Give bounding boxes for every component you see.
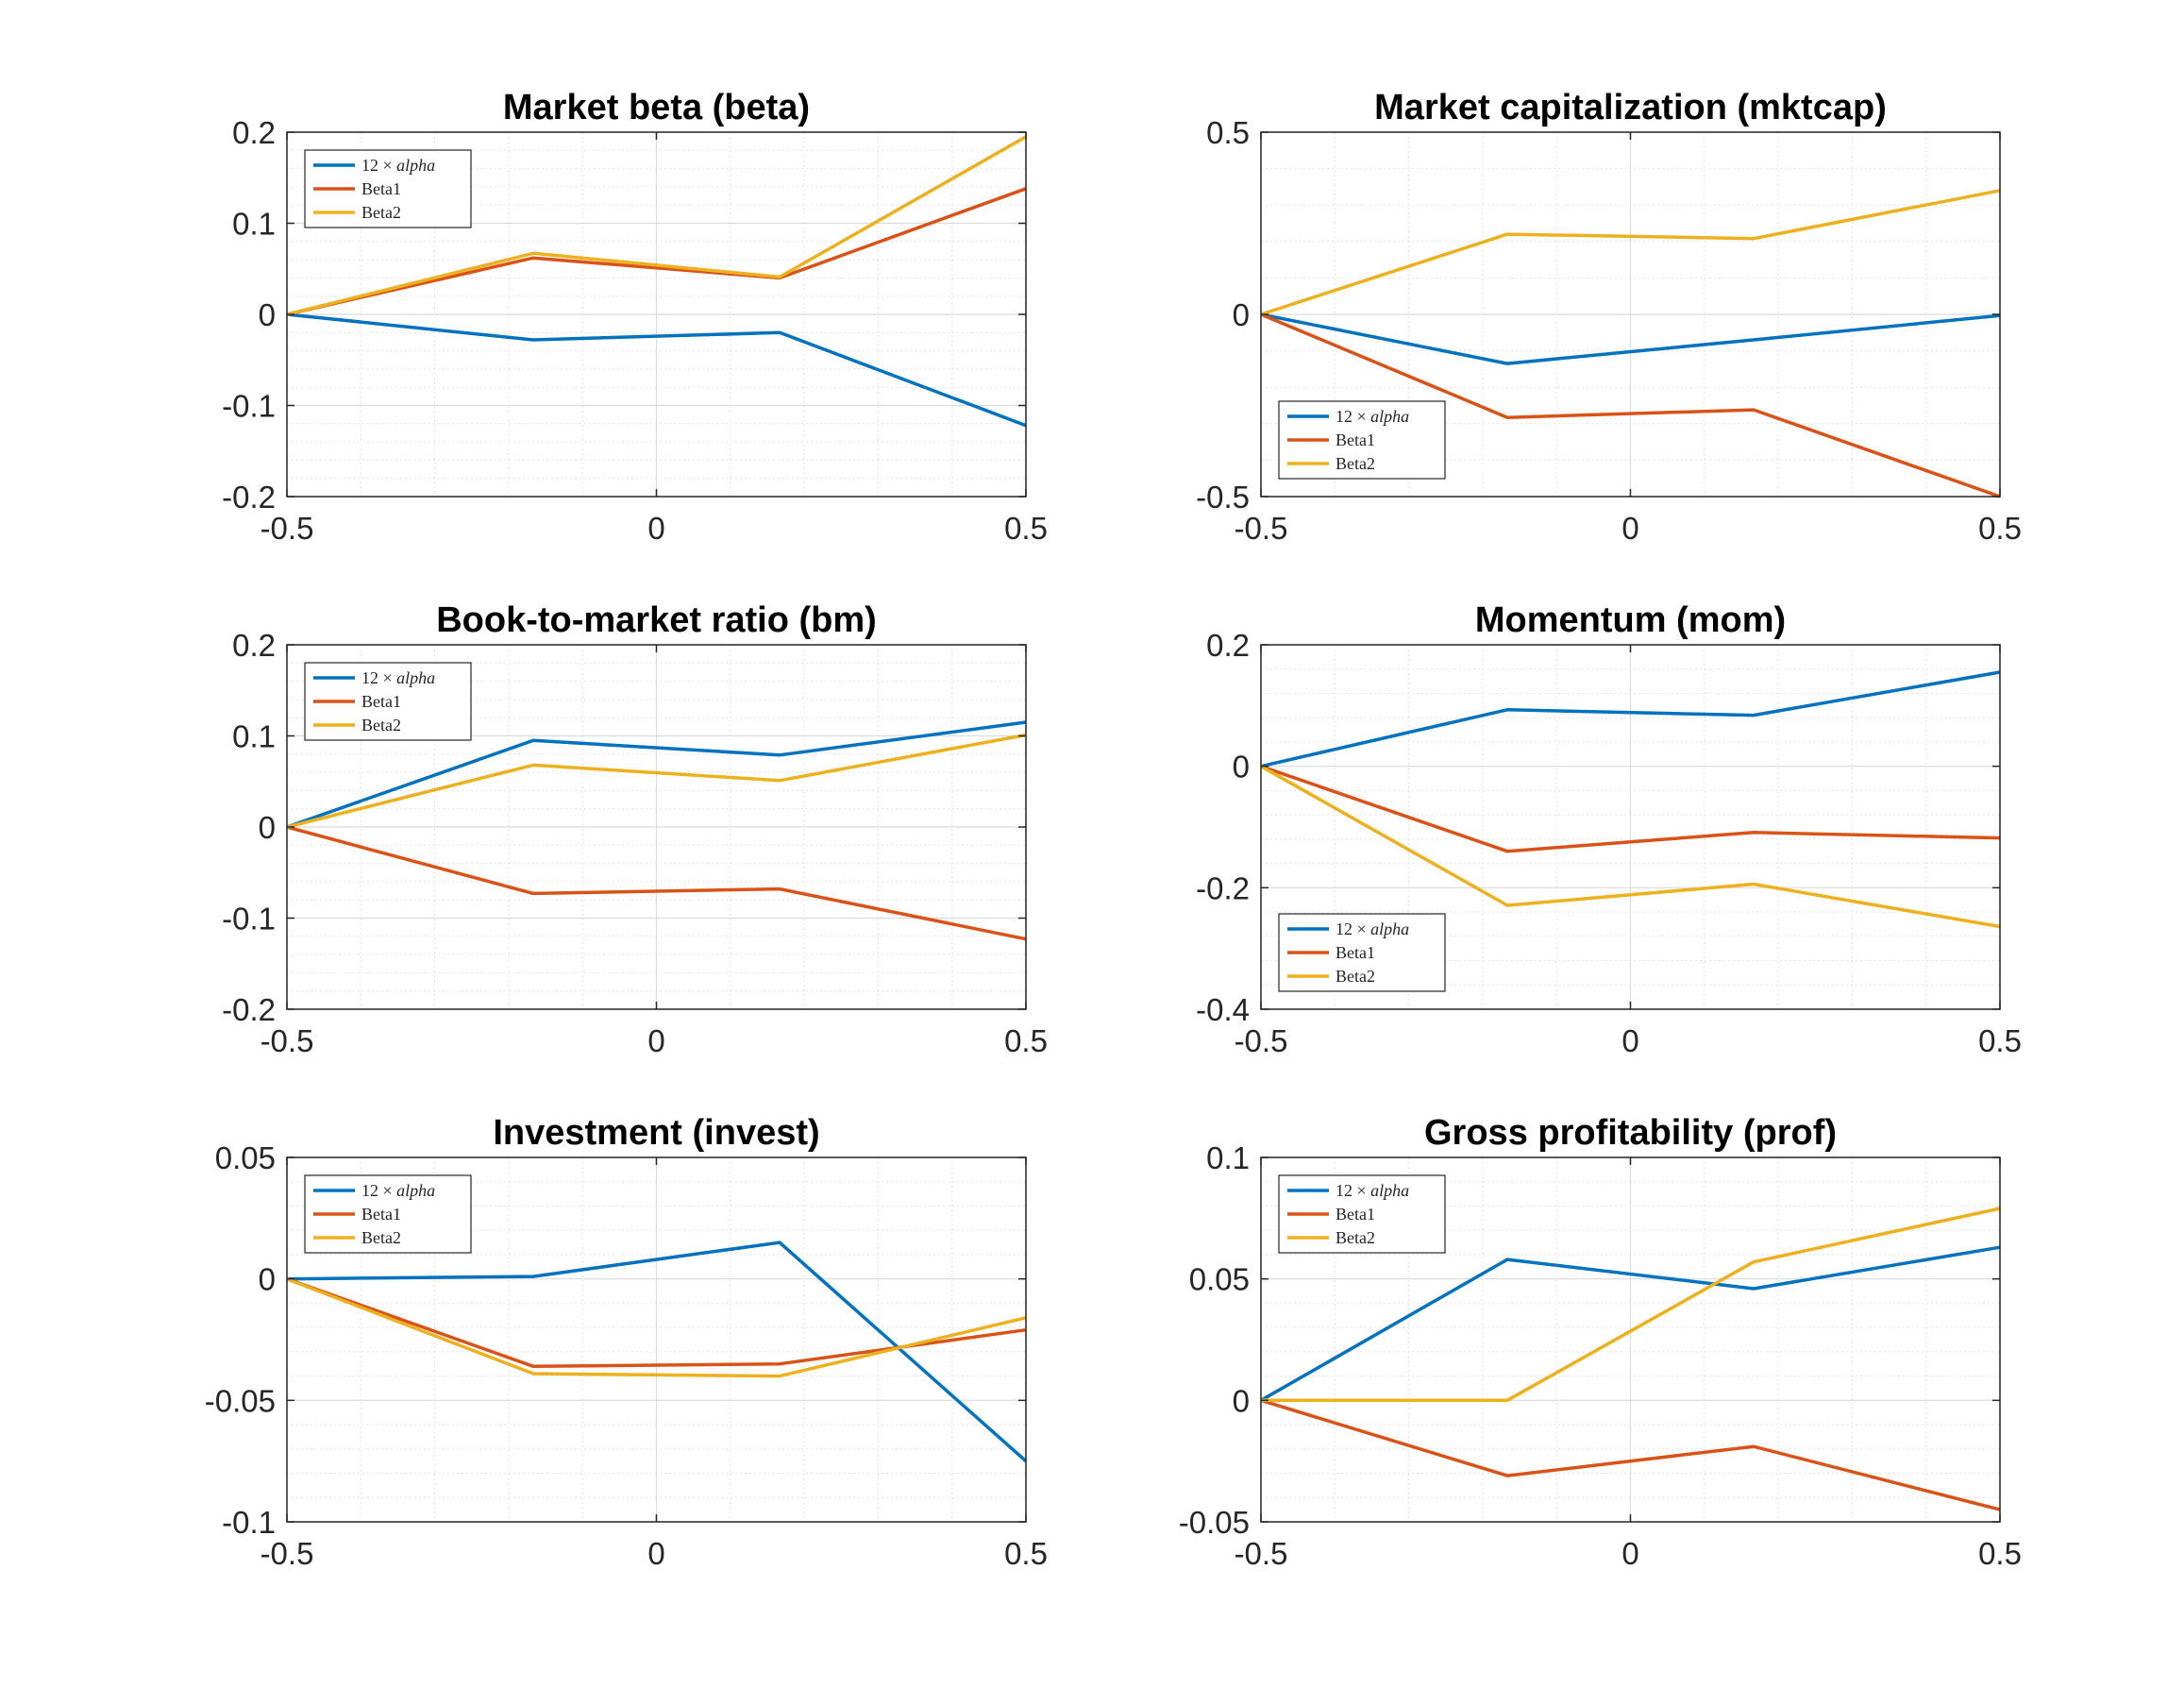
y-tick-label: 0.2 [1206, 628, 1250, 663]
legend-label-beta2: Beta2 [1336, 967, 1375, 986]
x-tick-label: 0.5 [1978, 1023, 2022, 1058]
x-tick-label: -0.5 [260, 1023, 314, 1058]
legend-label-beta2: Beta2 [1336, 454, 1375, 473]
chart-title: Momentum (mom) [1475, 600, 1786, 640]
series-line-alpha [1260, 670, 2001, 768]
series-line-alpha [286, 1241, 1028, 1463]
series-line-beta1 [1260, 765, 2001, 853]
series-line-alpha [1260, 1245, 2001, 1402]
legend-label-alpha: 12 × alpha [1336, 407, 1409, 426]
x-tick-label: 0.5 [1978, 511, 2022, 546]
chart-title: Gross profitability (prof) [1424, 1113, 1837, 1153]
y-tick-label: -0.1 [222, 1505, 276, 1540]
y-tick-label: 0 [1233, 750, 1250, 785]
x-tick-label: 0 [647, 1536, 664, 1571]
y-tick-label: 0 [1233, 297, 1250, 332]
legend-label-alpha: 12 × alpha [1336, 1181, 1409, 1200]
y-tick-label: -0.2 [222, 992, 276, 1027]
x-tick-label: -0.5 [260, 1536, 314, 1571]
legend: 12 × alpha Beta1 Beta2 [1278, 913, 1446, 992]
legend-label-alpha: 12 × alpha [361, 156, 435, 175]
legend-label-alpha: 12 × alpha [361, 668, 435, 687]
y-tick-label: 0 [1233, 1383, 1250, 1418]
y-tick-label: 0.1 [232, 719, 276, 754]
y-tick-label: 0.2 [232, 628, 276, 663]
series-line-beta2 [1261, 1207, 2001, 1403]
legend-label-beta2: Beta2 [1336, 1228, 1375, 1247]
panel-5: -0.5 0 0.5 -0.1 -0.05 0 0.05 Investment (invest… [205, 1113, 1048, 1571]
chart-title: Market capitalization (mktcap) [1374, 88, 1887, 127]
y-tick-label: 0.2 [232, 115, 276, 150]
series-line-beta2 [286, 733, 1027, 829]
legend-label-beta2: Beta2 [361, 203, 401, 222]
x-tick-label: -0.5 [1235, 1536, 1288, 1571]
y-tick-label: 0.05 [1189, 1262, 1250, 1297]
series-line-beta2 [1260, 189, 2001, 316]
legend-label-beta1: Beta1 [361, 1205, 401, 1224]
x-tick-label: 0 [647, 511, 664, 546]
legend: 12 × alpha Beta1 Beta2 [304, 1174, 472, 1254]
series-line-beta1 [1260, 1398, 2001, 1511]
y-tick-label: -0.2 [222, 480, 276, 515]
legend: 12 × alpha Beta1 Beta2 [304, 662, 472, 741]
y-tick-label: -0.2 [1196, 870, 1250, 905]
chart-title: Book-to-market ratio (bm) [436, 600, 877, 640]
y-tick-label: -0.4 [1196, 992, 1250, 1027]
x-tick-label: 0.5 [1004, 1023, 1048, 1058]
legend-box [304, 662, 472, 741]
series-line-beta2 [286, 135, 1027, 316]
x-tick-label: 0 [1621, 511, 1638, 546]
y-tick-label: 0 [259, 810, 276, 845]
legend-label-beta1: Beta1 [1336, 943, 1375, 962]
y-tick-label: 0 [259, 1262, 276, 1297]
legend: 12 × alpha Beta1 Beta2 [1278, 400, 1446, 480]
series-line-beta2 [286, 1277, 1027, 1378]
panel-3: -0.5 0 0.5 -0.2 -0.1 0 0.1 0.2 Book-to-market ra… [222, 600, 1048, 1058]
legend: 12 × alpha Beta1 Beta2 [1278, 1174, 1446, 1254]
x-tick-label: 0 [647, 1023, 664, 1058]
y-tick-label: -0.05 [1179, 1505, 1250, 1540]
x-tick-label: -0.5 [1235, 1023, 1288, 1058]
x-tick-label: -0.5 [260, 511, 314, 546]
panel-2: -0.5 0 0.5 -0.5 0 0.5 Market capitalization (m… [1196, 88, 2022, 546]
legend-label-beta1: Beta1 [1336, 1205, 1375, 1224]
series-line-beta2 [1260, 765, 2001, 929]
y-tick-label: -0.5 [1196, 480, 1250, 515]
legend-label-beta2: Beta2 [361, 716, 401, 734]
series-line-alpha [1260, 312, 2001, 365]
chart-title: Investment (invest) [493, 1113, 819, 1153]
y-tick-label: -0.1 [222, 902, 276, 937]
x-tick-label: 0.5 [1978, 1536, 2022, 1571]
panel-4: -0.5 0 0.5 -0.4 -0.2 0 0.2 Momentum (mom) 12 × a… [1196, 600, 2022, 1058]
y-tick-label: 0 [259, 297, 276, 332]
y-tick-label: 0.1 [232, 207, 276, 242]
chart-title: Market beta (beta) [503, 88, 810, 127]
panel-6: -0.5 0 0.5 -0.05 0 0.05 0.1 Gross profitability… [1179, 1113, 2022, 1571]
series-line-beta1 [286, 187, 1027, 316]
series-line-beta1 [286, 825, 1027, 941]
y-tick-label: -0.1 [222, 389, 276, 424]
x-tick-label: 0.5 [1004, 511, 1048, 546]
y-tick-label: 0.05 [215, 1140, 276, 1175]
series-line-alpha [286, 720, 1027, 829]
legend-label-beta1: Beta1 [361, 692, 401, 711]
legend-label-alpha: 12 × alpha [361, 1181, 435, 1200]
panel-1: -0.5 0 0.5 -0.2 -0.1 0 0.1 0.2 Market beta (beta… [222, 88, 1048, 546]
legend-label-beta2: Beta2 [361, 1228, 401, 1247]
y-tick-label: 0.5 [1206, 115, 1250, 150]
x-tick-label: 0.5 [1004, 1536, 1048, 1571]
series-line-beta1 [1260, 312, 2001, 498]
x-tick-label: 0 [1621, 1023, 1638, 1058]
legend-label-beta1: Beta1 [1336, 430, 1375, 449]
y-tick-label: 0.1 [1206, 1140, 1250, 1175]
y-tick-label: -0.05 [205, 1383, 276, 1418]
legend-label-alpha: 12 × alpha [1336, 920, 1409, 938]
x-tick-label: 0 [1621, 1536, 1638, 1571]
legend: 12 × alpha Beta1 Beta2 [304, 149, 472, 228]
x-tick-label: -0.5 [1235, 511, 1288, 546]
series-line-alpha [286, 312, 1027, 428]
legend-label-beta1: Beta1 [361, 179, 401, 198]
